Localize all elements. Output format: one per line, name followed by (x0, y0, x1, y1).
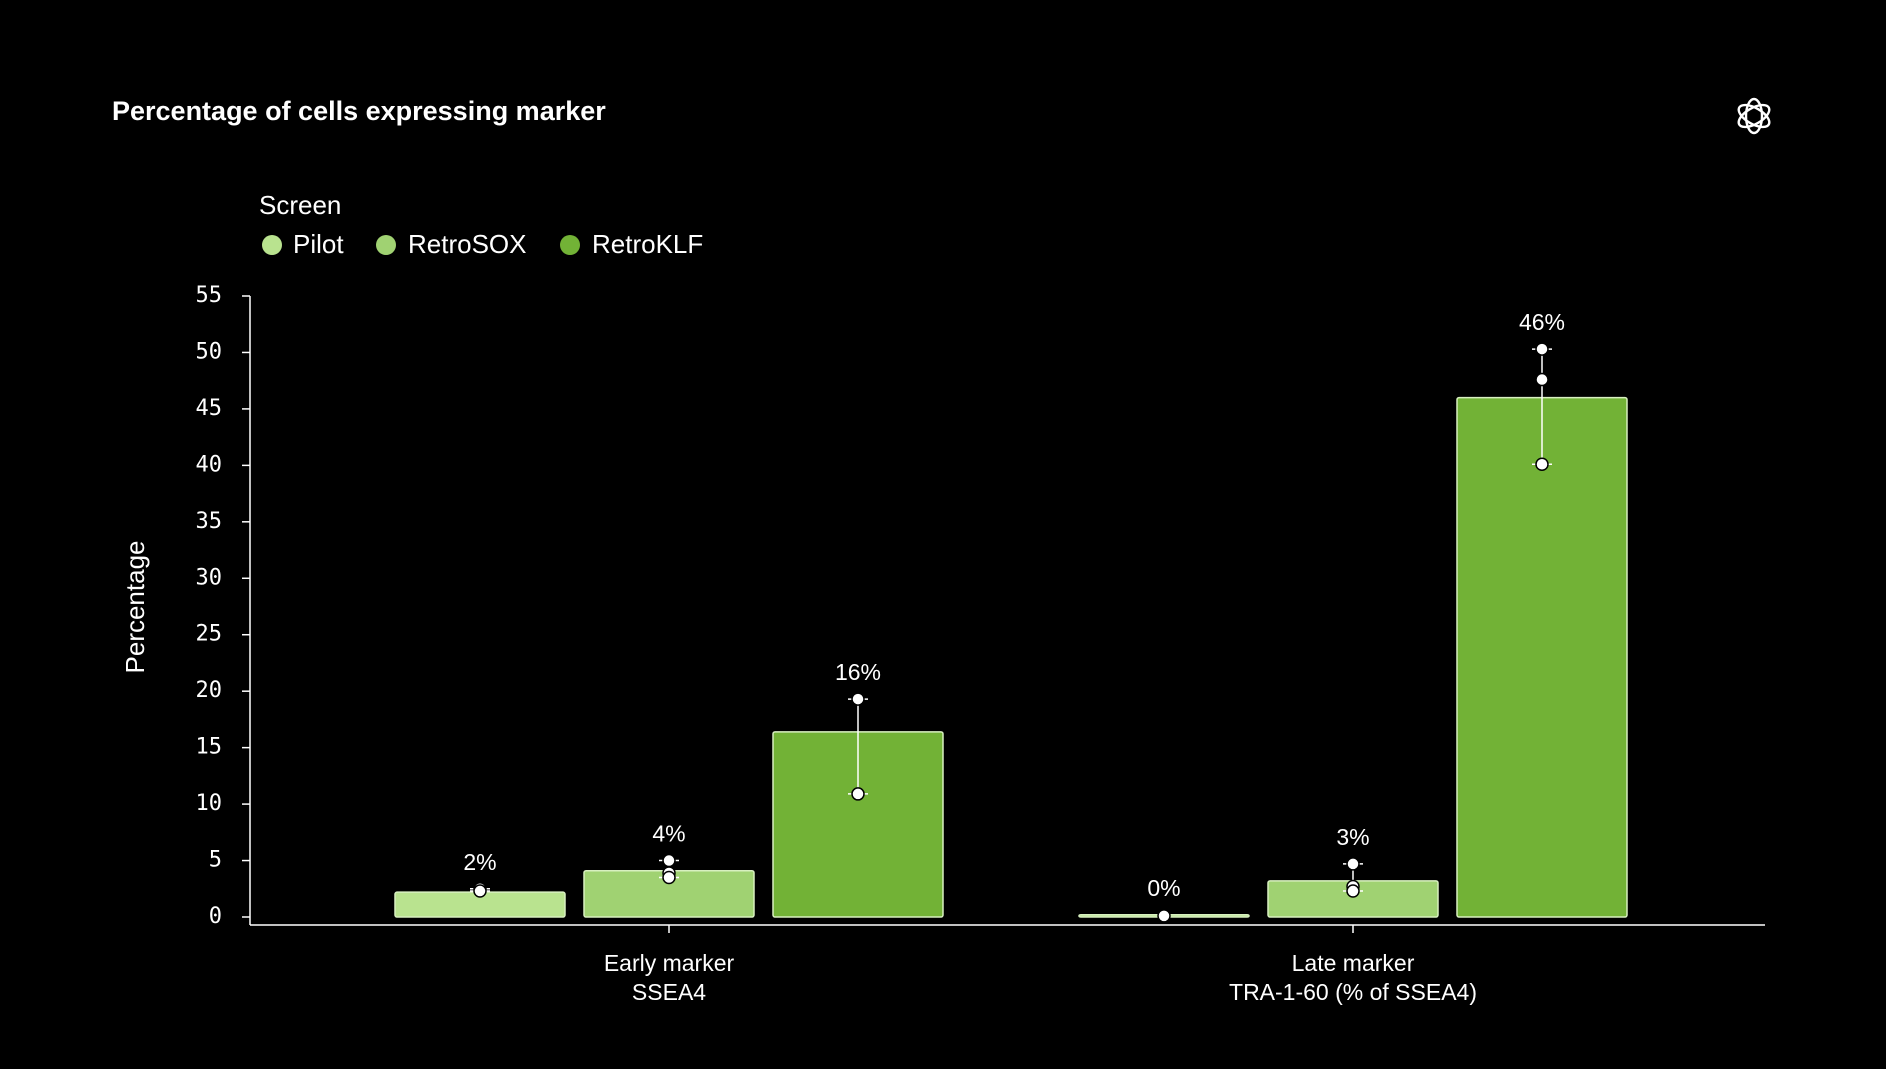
y-tick-label: 20 (196, 678, 223, 703)
y-tick-label: 15 (196, 735, 223, 760)
value-label: 0% (1147, 875, 1180, 901)
y-tick-label: 25 (196, 622, 223, 647)
y-tick-label: 10 (196, 791, 223, 816)
logo (1737, 97, 1771, 135)
x-tick-label: Late marker (1292, 950, 1415, 976)
value-label: 16% (835, 659, 881, 685)
y-tick-label: 55 (196, 283, 223, 308)
y-tick-label: 50 (196, 339, 223, 364)
replicate-point (1346, 857, 1360, 871)
y-tick-label: 40 (196, 452, 223, 477)
legend-swatch (376, 235, 396, 255)
x-tick-label: TRA-1-60 (% of SSEA4) (1229, 979, 1477, 1005)
legend-label: Pilot (293, 229, 344, 259)
legend-swatch (262, 235, 282, 255)
value-label: 2% (463, 849, 496, 875)
y-axis-label: Percentage (120, 541, 150, 674)
replicate-point (1535, 457, 1549, 471)
value-label: 3% (1336, 824, 1369, 850)
replicate-point (662, 853, 676, 868)
x-tick-label: Early marker (604, 950, 735, 976)
replicate-point (1535, 372, 1549, 387)
y-tick-label: 5 (209, 848, 222, 873)
legend-label: RetroSOX (408, 229, 527, 259)
y-tick-label: 45 (196, 396, 223, 421)
legend-label: RetroKLF (592, 229, 703, 259)
replicate-point (1157, 909, 1171, 923)
legend-swatch (560, 235, 580, 255)
replicate-point (473, 884, 487, 898)
legend-title: Screen (259, 190, 341, 220)
replicate-point (851, 692, 865, 706)
replicate-point (1346, 884, 1360, 898)
value-label: 4% (652, 821, 685, 847)
bar (1456, 396, 1628, 918)
replicate-point (662, 870, 676, 885)
y-tick-label: 35 (196, 509, 223, 534)
value-label: 46% (1519, 309, 1565, 335)
y-tick-label: 30 (196, 565, 223, 590)
y-tick-label: 0 (209, 904, 222, 929)
chart-title: Percentage of cells expressing marker (112, 96, 606, 126)
x-tick-label: SSEA4 (632, 979, 706, 1005)
replicate-point (1535, 342, 1549, 356)
replicate-point (851, 787, 865, 801)
